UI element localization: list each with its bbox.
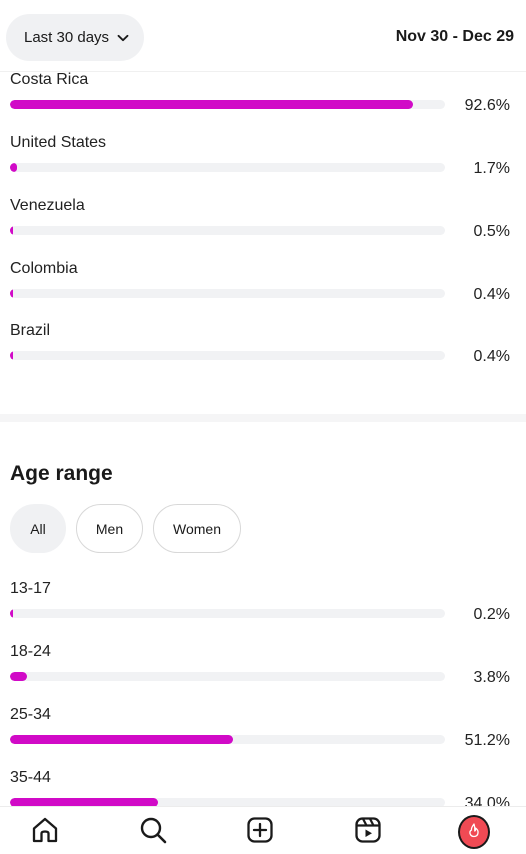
age-row: 18-24 3.8%: [10, 643, 510, 703]
profile-avatar: [458, 815, 490, 849]
percentage-value: 1.7%: [473, 160, 510, 177]
bar-fill: [10, 100, 413, 109]
percentage-value: 0.2%: [473, 606, 510, 623]
bar-fill: [10, 289, 13, 298]
country-label: Colombia: [10, 260, 78, 277]
top-bar: Last 30 days Nov 30 - Dec 29: [0, 0, 526, 72]
filter-chip-all[interactable]: All: [10, 504, 66, 553]
section-divider: [0, 414, 526, 422]
percentage-value: 51.2%: [464, 732, 510, 749]
bar-track: [10, 672, 445, 681]
country-row: Brazil 0.4%: [10, 322, 510, 382]
date-range-text: Nov 30 - Dec 29: [395, 28, 514, 45]
age-label: 25-34: [10, 706, 51, 723]
country-label: Brazil: [10, 322, 51, 339]
percentage-value: 0.4%: [473, 286, 510, 303]
age-range-title: Age range: [10, 462, 113, 485]
bar-track: [10, 351, 445, 360]
bar-track: [10, 226, 445, 235]
country-label: Venezuela: [10, 197, 85, 214]
nav-search[interactable]: [137, 816, 169, 848]
bar-fill: [10, 672, 27, 681]
chevron-down-icon: [116, 31, 130, 45]
percentage-value: 92.6%: [464, 97, 510, 114]
nav-home[interactable]: [29, 816, 61, 848]
bar-track: [10, 609, 445, 618]
create-icon: [245, 815, 275, 850]
age-label: 18-24: [10, 643, 51, 660]
filter-chip-women[interactable]: Women: [153, 504, 241, 553]
age-row: 25-34 51.2%: [10, 706, 510, 766]
home-icon: [30, 815, 60, 850]
nav-profile[interactable]: [458, 815, 490, 849]
bar-track: [10, 100, 445, 109]
bar-fill: [10, 609, 13, 618]
filter-chip-label: Men: [95, 520, 124, 537]
gender-filter-chips: All Men Women: [10, 504, 241, 553]
flame-icon: [466, 822, 482, 843]
reels-icon: [353, 815, 383, 850]
country-row: Colombia 0.4%: [10, 260, 510, 320]
age-label: 13-17: [10, 580, 51, 597]
bar-fill: [10, 163, 18, 172]
bar-track: [10, 163, 445, 172]
bar-track: [10, 289, 445, 298]
filter-chip-label: All: [30, 520, 46, 537]
date-range-dropdown[interactable]: Last 30 days: [6, 14, 144, 61]
search-icon: [138, 815, 168, 850]
bar-fill: [10, 798, 158, 807]
bottom-navigation: [0, 806, 526, 854]
bar-fill: [10, 226, 13, 235]
bar-fill: [10, 735, 233, 744]
nav-reels[interactable]: [352, 816, 384, 848]
filter-chip-label: Women: [173, 520, 221, 537]
country-row: Venezuela 0.5%: [10, 197, 510, 257]
country-label: Costa Rica: [10, 71, 89, 88]
filter-chip-men[interactable]: Men: [76, 504, 143, 553]
bar-fill: [10, 351, 13, 360]
bar-track: [10, 798, 445, 807]
bar-track: [10, 735, 445, 744]
percentage-value: 3.8%: [473, 669, 510, 686]
country-label: United States: [10, 134, 107, 151]
date-range-dropdown-label: Last 30 days: [24, 29, 110, 46]
percentage-value: 0.4%: [473, 348, 510, 365]
percentage-value: 0.5%: [473, 223, 510, 240]
age-label: 35-44: [10, 769, 51, 786]
country-row: United States 1.7%: [10, 134, 510, 194]
age-row: 13-17 0.2%: [10, 580, 510, 640]
country-row: Costa Rica 92.6%: [10, 71, 510, 131]
age-row: 35-44 34.0%: [10, 769, 510, 829]
nav-create[interactable]: [244, 816, 276, 848]
